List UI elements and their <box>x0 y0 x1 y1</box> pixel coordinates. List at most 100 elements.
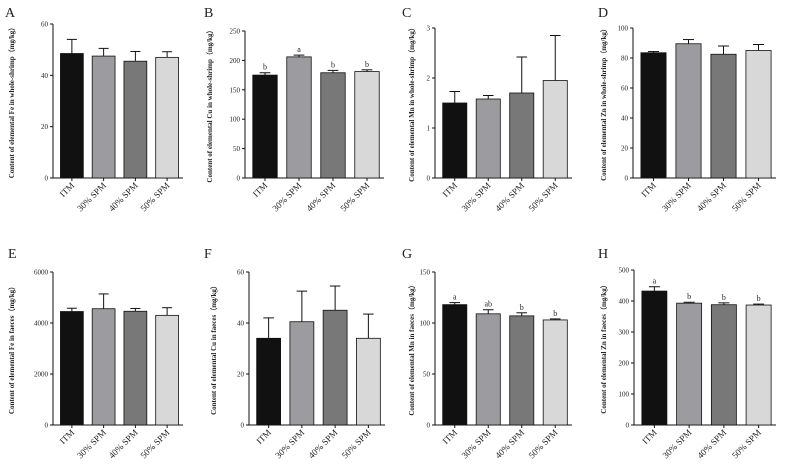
x-tick-label: 40% SPM <box>304 180 337 213</box>
y-tick-label: 200 <box>619 360 630 368</box>
y-tick-label: 100 <box>619 391 630 399</box>
y-axis-title: Content of elemental Cu in whole-shrimp（… <box>206 26 214 182</box>
y-tick-label: 40 <box>41 72 49 80</box>
y-tick-label: 60 <box>621 85 629 93</box>
bar <box>356 337 381 426</box>
significance-label: b <box>520 303 524 312</box>
y-tick-label: 250 <box>230 28 241 36</box>
x-tick-label: 50% SPM <box>338 180 371 213</box>
y-axis-title: Content of elemental Fe in faeces（mg/kg） <box>8 283 16 414</box>
significance-label: b <box>263 63 267 72</box>
x-tick-label: 40% SPM <box>306 427 339 460</box>
y-tick-label: 50 <box>233 145 241 153</box>
x-tick-label: 30% SPM <box>660 180 693 213</box>
panel-d: D Content of elemental Zn in whole-shrimp… <box>598 6 776 213</box>
bar <box>641 290 668 426</box>
x-tick-label: 40% SPM <box>695 427 728 460</box>
x-tick-label: 50% SPM <box>340 427 373 460</box>
bar <box>745 50 772 179</box>
y-tick-label: 80 <box>621 55 629 63</box>
y-tick-label: 150 <box>230 86 241 94</box>
y-axis-title: Content of elemental Cu in faeces（mg/kg） <box>210 282 218 415</box>
bar <box>252 74 278 179</box>
panel-letter: E <box>8 247 17 262</box>
bar <box>509 315 535 426</box>
x-tick-label: 40% SPM <box>107 427 140 460</box>
bar <box>354 71 380 179</box>
bar <box>123 310 148 426</box>
bar <box>475 98 501 179</box>
significance-label: a <box>653 277 657 286</box>
panel-letter: D <box>598 6 608 21</box>
x-tick-label: ITM <box>440 427 459 446</box>
panel-c: C Content of elemental Mn in whole-shrimp… <box>402 6 572 213</box>
bar <box>60 53 84 179</box>
x-tick-label: ITM <box>251 180 270 199</box>
panel-letter: F <box>204 247 212 262</box>
y-tick-label: 400 <box>619 298 630 306</box>
y-tick-label: 20 <box>41 123 49 131</box>
significance-label: b <box>722 293 726 302</box>
x-tick-label: 30% SPM <box>273 427 306 460</box>
x-tick-label: 30% SPM <box>75 427 108 460</box>
y-tick-label: 500 <box>619 267 630 275</box>
bar <box>256 337 281 426</box>
panel-letter: B <box>204 6 213 21</box>
y-tick-label: 100 <box>420 320 431 328</box>
x-tick-label: 40% SPM <box>493 180 526 213</box>
x-tick-label: 50% SPM <box>527 180 560 213</box>
bar <box>91 55 116 179</box>
y-tick-label: 60 <box>41 21 49 29</box>
y-tick-label: 0 <box>241 422 245 430</box>
x-tick-label: 40% SPM <box>107 180 140 213</box>
panel-e: E Content of elemental Fe in faeces（mg/kg… <box>8 247 183 460</box>
y-tick-label: 100 <box>230 116 241 124</box>
significance-label: a <box>297 45 301 54</box>
panel-f: F Content of elemental Cu in faeces（mg/kg… <box>204 247 385 460</box>
y-axis-title: Content of elemental Zn in whole-shrimp（… <box>600 25 608 181</box>
y-tick-label: 0 <box>45 175 49 183</box>
y-tick-label: 0 <box>237 175 241 183</box>
panel-letter: C <box>402 6 411 21</box>
y-tick-label: 40 <box>621 115 629 123</box>
significance-label: b <box>365 60 369 69</box>
y-tick-label: 20 <box>621 145 629 153</box>
significance-label: ab <box>484 300 492 309</box>
bar <box>710 304 737 426</box>
y-tick-label: 1 <box>427 125 431 133</box>
y-tick-label: 2 <box>427 75 431 83</box>
x-tick-label: 50% SPM <box>730 427 763 460</box>
y-tick-label: 4000 <box>34 320 49 328</box>
bar <box>322 309 348 426</box>
x-tick-label: ITM <box>640 427 659 446</box>
bar <box>675 43 702 179</box>
x-tick-label: 40% SPM <box>493 427 526 460</box>
y-tick-label: 0 <box>625 175 629 183</box>
bar <box>289 321 315 426</box>
x-tick-label: ITM <box>58 180 77 199</box>
y-axis-title: Content of elemental Fe in whole-shrimp（… <box>8 24 16 179</box>
panel-letter: A <box>5 6 16 21</box>
y-tick-label: 150 <box>420 269 431 277</box>
panel-h: H Content of elemental Zn in faeces（mg/kg… <box>598 247 776 460</box>
bar <box>745 304 772 426</box>
y-tick-label: 0 <box>427 422 431 430</box>
panel-a: A Content of elemental Fe in whole-shrimp… <box>5 6 183 213</box>
bar <box>442 304 468 426</box>
bar <box>710 53 737 179</box>
x-tick-label: ITM <box>440 180 459 199</box>
x-tick-label: 30% SPM <box>460 180 493 213</box>
bar <box>676 302 703 426</box>
x-tick-label: 50% SPM <box>730 180 763 213</box>
x-tick-label: 50% SPM <box>138 427 171 460</box>
bar <box>442 102 468 179</box>
bar <box>542 80 568 179</box>
bar <box>155 314 179 426</box>
x-tick-label: 30% SPM <box>75 180 108 213</box>
y-axis-title: Content of elemental Zn in faeces（mg/kg） <box>600 281 608 413</box>
panel-b: B Content of elemental Cu in whole-shrimp… <box>204 6 384 213</box>
bar <box>509 92 535 179</box>
y-tick-label: 50 <box>423 371 431 379</box>
x-tick-label: 50% SPM <box>527 427 560 460</box>
